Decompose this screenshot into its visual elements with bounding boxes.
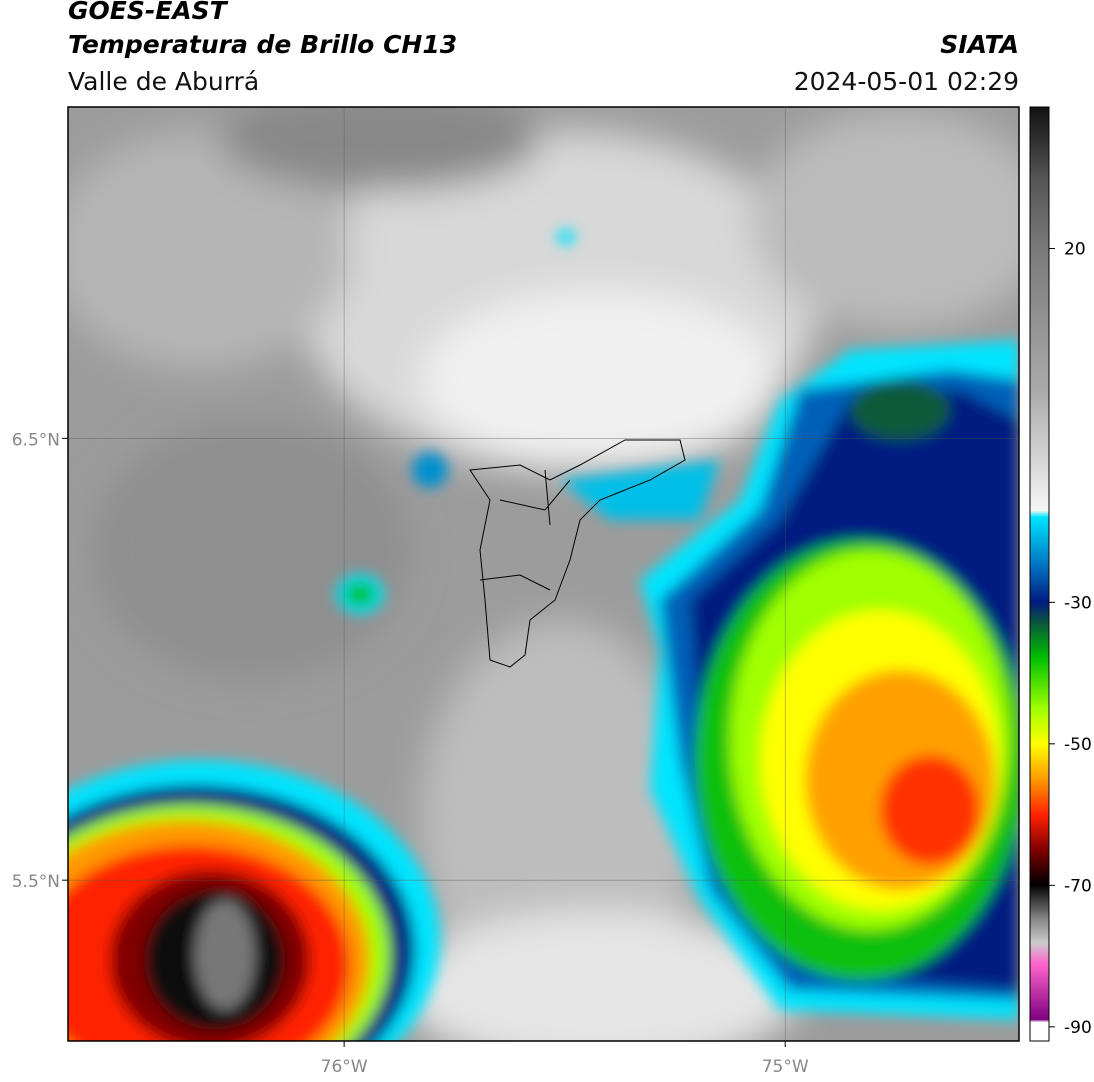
colorbar-tick-label: -90 bbox=[1064, 1018, 1092, 1038]
map-frame bbox=[67, 106, 1020, 1042]
lat-tick-label: 6.5°N bbox=[12, 430, 60, 450]
satellite-image bbox=[68, 107, 1019, 1041]
colorbar bbox=[1029, 106, 1050, 1042]
lon-tick-label: 76°W bbox=[321, 1057, 368, 1077]
colorbar-tick-label: -30 bbox=[1064, 593, 1092, 613]
datetime: 2024-05-01 02:29 bbox=[794, 67, 1019, 96]
title: GOES-EAST bbox=[68, 0, 229, 25]
colorbar-tick-label: -50 bbox=[1064, 735, 1092, 755]
colorbar-tick-label: 20 bbox=[1064, 240, 1086, 260]
municipal-boundaries bbox=[469, 439, 686, 668]
lon-tick-label: 75°W bbox=[762, 1057, 809, 1077]
lat-tick-label: 5.5°N bbox=[12, 872, 60, 892]
region: Valle de Aburrá bbox=[68, 67, 259, 96]
colorbar-tick-label: -70 bbox=[1064, 876, 1092, 896]
source: SIATA bbox=[940, 30, 1019, 59]
subtitle: Temperatura de Brillo CH13 bbox=[68, 30, 457, 59]
